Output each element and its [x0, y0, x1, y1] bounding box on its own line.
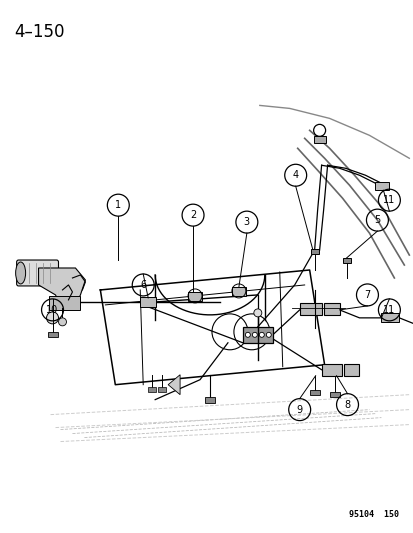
Text: 11: 11	[382, 305, 394, 315]
FancyBboxPatch shape	[342, 258, 350, 263]
FancyBboxPatch shape	[380, 313, 399, 322]
FancyBboxPatch shape	[299, 303, 321, 315]
FancyBboxPatch shape	[329, 392, 339, 397]
FancyBboxPatch shape	[323, 303, 339, 315]
Text: 6: 6	[140, 280, 146, 290]
FancyBboxPatch shape	[231, 287, 245, 296]
FancyBboxPatch shape	[47, 332, 57, 337]
Polygon shape	[38, 268, 85, 305]
Text: 95104  150: 95104 150	[349, 510, 399, 519]
Circle shape	[266, 333, 271, 337]
FancyBboxPatch shape	[375, 182, 389, 190]
Text: 3: 3	[243, 217, 249, 227]
FancyBboxPatch shape	[140, 297, 156, 307]
Circle shape	[259, 333, 263, 337]
Polygon shape	[168, 375, 180, 394]
FancyBboxPatch shape	[48, 296, 80, 310]
FancyBboxPatch shape	[309, 390, 319, 394]
Text: 1: 1	[115, 200, 121, 210]
Circle shape	[46, 312, 58, 324]
Text: 2: 2	[190, 210, 196, 220]
FancyBboxPatch shape	[188, 292, 202, 301]
Text: 5: 5	[373, 215, 380, 225]
Text: 8: 8	[344, 400, 350, 410]
FancyBboxPatch shape	[242, 327, 272, 343]
Text: 4–150: 4–150	[14, 22, 65, 41]
FancyBboxPatch shape	[158, 386, 166, 392]
FancyBboxPatch shape	[343, 364, 358, 376]
FancyBboxPatch shape	[310, 249, 318, 254]
FancyBboxPatch shape	[148, 386, 156, 392]
Text: 7: 7	[363, 290, 370, 300]
Text: 10: 10	[46, 305, 59, 315]
FancyBboxPatch shape	[313, 136, 325, 143]
Circle shape	[252, 333, 257, 337]
Circle shape	[245, 333, 250, 337]
Circle shape	[58, 318, 66, 326]
FancyBboxPatch shape	[204, 397, 214, 402]
Text: 9: 9	[296, 405, 302, 415]
Circle shape	[253, 309, 261, 317]
FancyBboxPatch shape	[321, 364, 341, 376]
Ellipse shape	[16, 262, 26, 284]
FancyBboxPatch shape	[17, 260, 58, 286]
Text: 11: 11	[382, 195, 394, 205]
Text: 4: 4	[292, 170, 298, 180]
